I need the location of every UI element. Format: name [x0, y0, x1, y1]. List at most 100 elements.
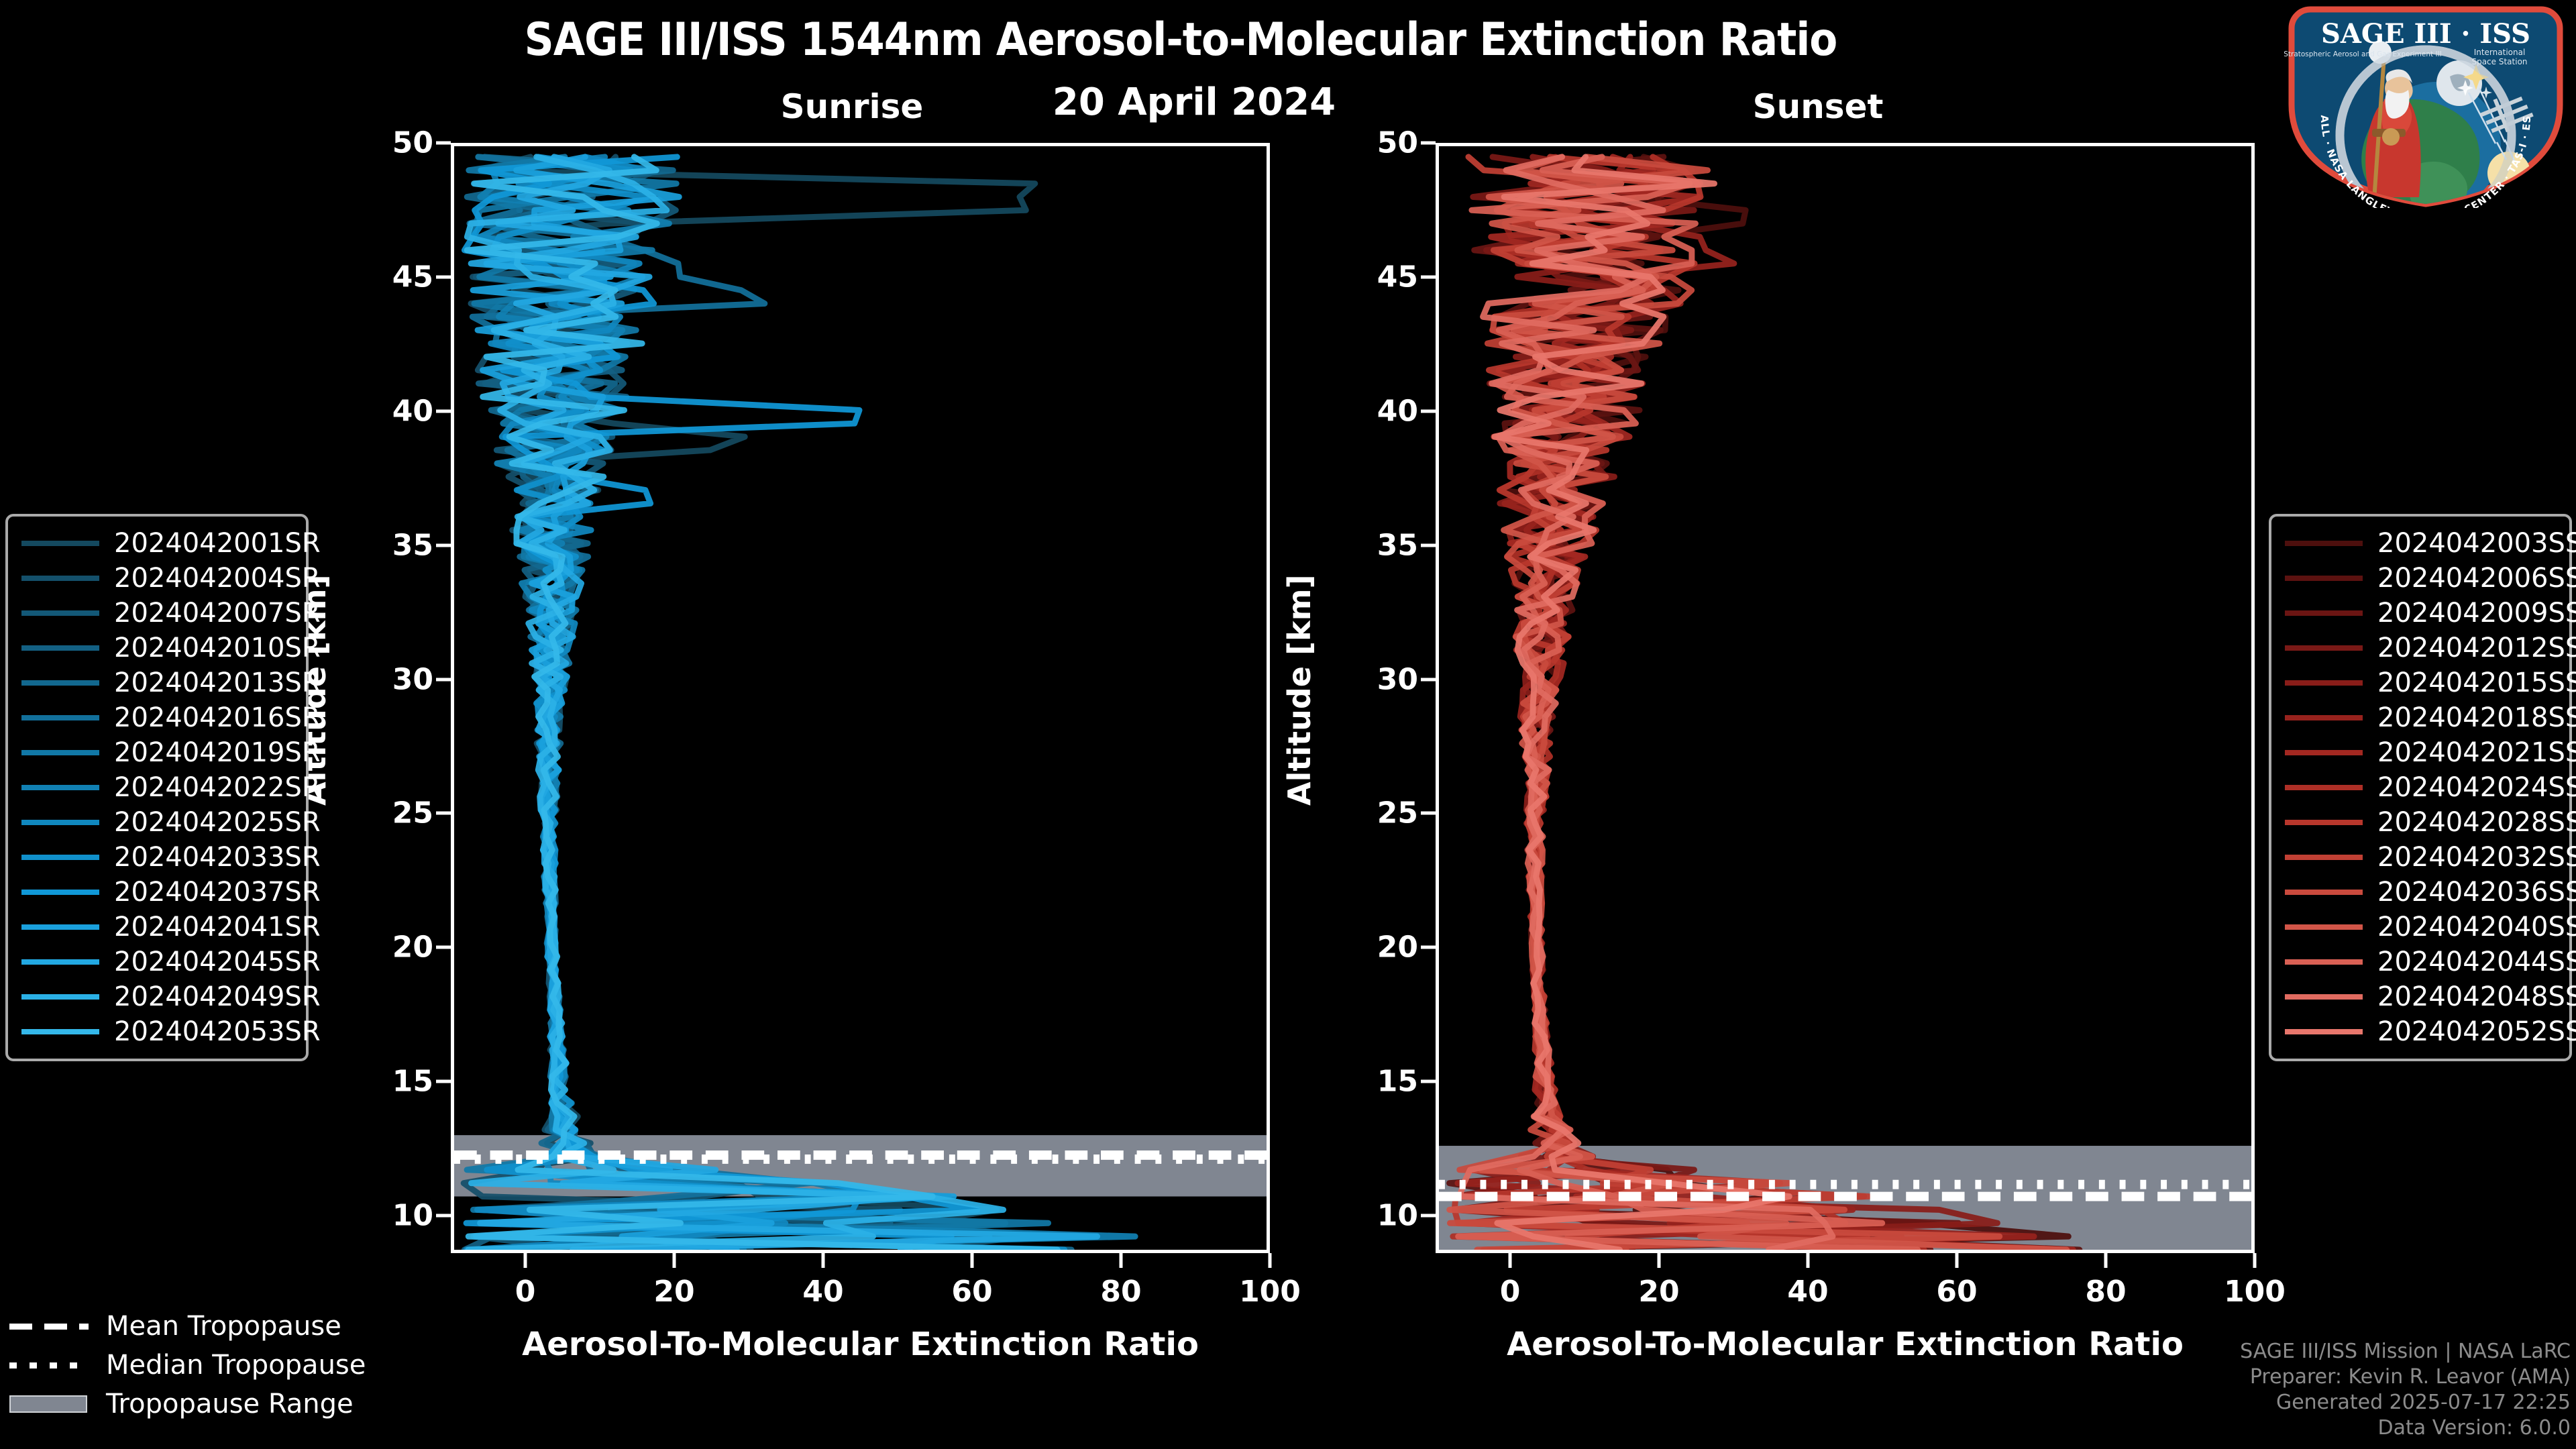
y-axis-tick-label: 30: [1377, 662, 1418, 697]
y-axis-tick-label: 40: [392, 394, 433, 429]
y-axis-tick-label: 35: [392, 528, 433, 563]
legend-item[interactable]: 2024042024SS: [2285, 770, 2576, 805]
legend-item[interactable]: 2024042007SR: [21, 596, 321, 631]
x-axis-title: Aerosol-To-Molecular Extinction Ratio: [522, 1326, 1199, 1363]
x-axis-tick-label: 40: [1787, 1275, 1829, 1309]
logo-subtitle-right-1: International: [2474, 48, 2526, 57]
profile-line: [1456, 154, 1836, 1250]
dotted-line-icon: [7, 1356, 91, 1374]
legend-item[interactable]: 2024042040SS: [2285, 910, 2576, 945]
legend-item[interactable]: 2024042012SS: [2285, 631, 2576, 665]
y-axis-tick-mark: [436, 1214, 451, 1218]
legend-item[interactable]: 2024042037SR: [21, 875, 321, 910]
legend-color-swatch: [2285, 959, 2363, 965]
y-axis-tick-label: 40: [1377, 394, 1418, 429]
legend-item[interactable]: 2024042013SR: [21, 665, 321, 700]
sage-iii-iss-mission-patch-logo: SAGE III · ISS Stratospheric Aerosol and…: [2279, 0, 2568, 224]
legend-color-swatch: [21, 994, 99, 1000]
y-axis-tick-label: 30: [392, 662, 433, 697]
x-axis-tick-mark: [1119, 1253, 1123, 1268]
y-axis-tick-label: 35: [1377, 528, 1418, 563]
legend-label: 2024042044SS: [2377, 947, 2576, 977]
legend-color-swatch: [2285, 715, 2363, 720]
x-axis-tick-label: 60: [1936, 1275, 1978, 1309]
legend-color-swatch: [2285, 576, 2363, 581]
legend-label: 2024042016SR: [114, 702, 321, 733]
legend-item[interactable]: 2024042010SR: [21, 631, 321, 665]
legend-item[interactable]: 2024042048SS: [2285, 979, 2576, 1014]
y-axis-tick-mark: [1421, 678, 1436, 682]
legend-item[interactable]: 2024042041SR: [21, 910, 321, 945]
legend-item[interactable]: 2024042021SS: [2285, 735, 2576, 770]
legend-label: 2024042001SR: [114, 528, 321, 559]
legend-label: 2024042010SR: [114, 633, 321, 663]
legend-label: 2024042025SR: [114, 807, 321, 838]
legend-item[interactable]: 2024042025SR: [21, 805, 321, 840]
legend-color-swatch: [2285, 541, 2363, 546]
legend-item[interactable]: 2024042033SR: [21, 840, 321, 875]
legend-color-swatch: [2285, 750, 2363, 755]
sunset-legend: 2024042003SS 2024042006SS 2024042009SS 2024…: [2269, 514, 2576, 1061]
legend-color-swatch: [21, 959, 99, 965]
y-axis-tick-label: 25: [1377, 796, 1418, 830]
legend-item[interactable]: 2024042049SR: [21, 979, 321, 1014]
y-axis-tick-mark: [436, 543, 451, 547]
x-axis-tick-label: 40: [802, 1275, 844, 1309]
legend-item[interactable]: 2024042018SS: [2285, 700, 2576, 735]
legend-color-swatch: [21, 890, 99, 895]
credit-line-data-version: Data Version: 6.0.0: [2377, 1416, 2571, 1440]
legend-item-mean-tropopause: Mean Tropopause: [7, 1307, 366, 1346]
legend-label: 2024042012SS: [2377, 633, 2576, 663]
x-axis-tick-mark: [821, 1253, 825, 1268]
y-axis-tick-label: 25: [392, 796, 433, 830]
legend-item[interactable]: 2024042016SR: [21, 700, 321, 735]
y-axis-tick-label: 10: [392, 1198, 433, 1233]
sunrise-legend: 2024042001SR 2024042004SR 2024042007SR 2024…: [5, 514, 321, 1061]
legend-item[interactable]: 2024042015SS: [2285, 665, 2576, 700]
y-axis-tick-mark: [1421, 1079, 1436, 1083]
legend-item[interactable]: 2024042053SR: [21, 1014, 321, 1049]
legend-color-swatch: [2285, 785, 2363, 790]
legend-item[interactable]: 2024042045SR: [21, 945, 321, 979]
legend-color-swatch: [2285, 924, 2363, 930]
legend-color-swatch: [2285, 1029, 2363, 1034]
y-axis-title: Altitude [km]: [1281, 574, 1318, 806]
legend-color-swatch: [2285, 994, 2363, 1000]
legend-item[interactable]: 2024042052SS: [2285, 1014, 2576, 1049]
chart-date-subtitle: 20 April 2024: [1052, 80, 1336, 124]
x-axis-tick-mark: [970, 1253, 974, 1268]
legend-item[interactable]: 2024042001SR: [21, 526, 321, 561]
legend-item[interactable]: 2024042009SS: [2285, 596, 2576, 631]
logo-figure: [2365, 41, 2421, 197]
legend-item[interactable]: 2024042006SS: [2285, 561, 2576, 596]
legend-item[interactable]: 2024042022SR: [21, 770, 321, 805]
credits-block: SAGE III/ISS Mission | NASA LaRC Prepare…: [2240, 1339, 2571, 1441]
legend-item[interactable]: 2024042028SS: [2285, 805, 2576, 840]
logo-subtitle-left: Stratospheric Aerosol and Gas Experiment…: [2284, 50, 2442, 58]
x-axis-tick-label: 100: [2224, 1275, 2286, 1309]
legend-item[interactable]: 2024042003SS: [2285, 526, 2576, 561]
x-axis-tick-label: 0: [1499, 1275, 1521, 1309]
legend-label: 2024042019SR: [114, 737, 321, 768]
y-axis-tick-mark: [436, 141, 451, 145]
x-axis-tick-mark: [1806, 1253, 1810, 1268]
legend-item[interactable]: 2024042032SS: [2285, 840, 2576, 875]
legend-color-swatch: [21, 576, 99, 581]
legend-item[interactable]: 2024042004SR: [21, 561, 321, 596]
y-axis-tick-mark: [1421, 945, 1436, 949]
sunrise-plot-panel: [451, 143, 1270, 1253]
logo-title: SAGE III · ISS: [2321, 18, 2530, 50]
x-axis-tick-label: 80: [1100, 1275, 1142, 1309]
profile-line: [464, 154, 1007, 1250]
legend-color-swatch: [2285, 680, 2363, 686]
y-axis-tick-mark: [1421, 811, 1436, 815]
legend-label: 2024042006SS: [2377, 563, 2576, 594]
legend-color-swatch: [2285, 855, 2363, 860]
x-axis-tick-mark: [1955, 1253, 1959, 1268]
legend-item[interactable]: 2024042019SR: [21, 735, 321, 770]
legend-item[interactable]: 2024042044SS: [2285, 945, 2576, 979]
y-axis-tick-mark: [436, 1079, 451, 1083]
legend-item[interactable]: 2024042036SS: [2285, 875, 2576, 910]
x-axis-tick-mark: [2104, 1253, 2108, 1268]
y-axis-tick-label: 10: [1377, 1198, 1418, 1233]
